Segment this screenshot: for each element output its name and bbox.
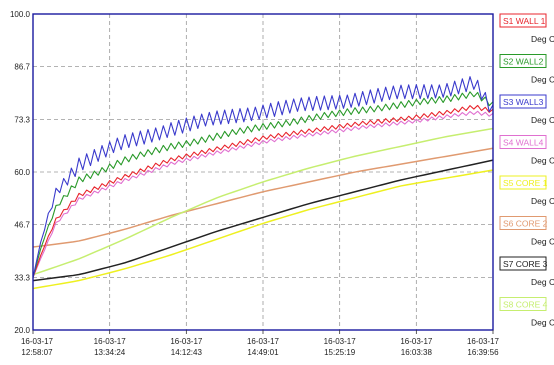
y-tick-label: 33.3 <box>14 273 30 282</box>
legend-unit: Deg C <box>531 196 554 206</box>
x-tick-time: 14:49:01 <box>247 348 279 357</box>
y-axis-ticks: 100.0 86.7 73.3 60.0 46.7 33.3 20.0 <box>10 10 31 335</box>
series-line-4 <box>32 110 494 278</box>
x-tick-date: 16-03-17 <box>324 337 357 346</box>
x-tick-date: 16-03-17 <box>467 337 500 346</box>
legend-box <box>499 54 547 68</box>
x-tick-date: 16-03-17 <box>400 337 433 346</box>
x-tick-date: 16-03-17 <box>247 337 280 346</box>
legend-box <box>499 216 547 230</box>
legend-label: S2 WALL2 <box>503 57 544 67</box>
series-line-3 <box>32 76 494 278</box>
legend-label: S7 CORE 3 <box>503 259 548 269</box>
legend-label: S5 CORE 1 <box>503 178 548 188</box>
x-tick-time: 14:12:43 <box>171 348 203 357</box>
x-tick-time: 16:39:56 <box>467 348 499 357</box>
legend-unit: Deg C <box>531 34 554 44</box>
series-line-6 <box>32 147 494 248</box>
legend-item: S8 CORE 4 Deg C <box>499 297 554 328</box>
legend-unit: Deg C <box>531 318 554 328</box>
legend-unit: Deg C <box>531 75 554 85</box>
x-tick-date: 16-03-17 <box>170 337 203 346</box>
series-line-1 <box>32 104 494 278</box>
legend-label: S3 WALL3 <box>503 97 544 107</box>
legend-item: S7 CORE 3 Deg C <box>499 256 554 287</box>
legend-label: S6 CORE 2 <box>503 219 548 229</box>
x-tick-date: 16-03-17 <box>94 337 127 346</box>
legend-item: S6 CORE 2 Deg C <box>499 216 554 247</box>
legend-item: S3 WALL3 Deg C <box>499 94 554 125</box>
legend-item: S4 WALL4 Deg C <box>499 135 554 166</box>
x-tick-time: 16:03:38 <box>401 348 433 357</box>
series-line-5 <box>32 169 494 290</box>
legend-box <box>499 256 547 271</box>
legend-label: S8 CORE 4 <box>503 300 548 310</box>
x-tick-time: 15:25:19 <box>324 348 356 357</box>
legend-unit: Deg C <box>531 115 554 125</box>
legend-item: S5 CORE 1 Deg C <box>499 175 554 206</box>
x-tick-time: 13:34:24 <box>94 348 126 357</box>
legend: S1 WALL 1 Deg C S2 WALL2 Deg C S3 WALL3 Deg C… <box>499 13 554 328</box>
legend-item: S1 WALL 1 Deg C <box>499 13 554 44</box>
y-tick-label: 60.0 <box>14 168 30 177</box>
y-tick-label: 46.7 <box>14 221 30 230</box>
series-line-7 <box>32 159 494 282</box>
legend-box <box>499 135 547 149</box>
series-line-8 <box>32 127 494 276</box>
y-tick-label: 86.7 <box>14 63 30 72</box>
legend-label: S4 WALL4 <box>503 138 544 148</box>
x-axis-ticks: 16-03-17 12:58:07 16-03-17 13:34:24 16-03-17… <box>21 330 500 357</box>
series-lines <box>32 76 494 290</box>
legend-unit: Deg C <box>531 277 554 287</box>
y-tick-label: 100.0 <box>10 10 31 19</box>
legend-box <box>499 13 547 28</box>
legend-item: S2 WALL2 Deg C <box>499 54 554 85</box>
series-line-2 <box>32 91 494 278</box>
legend-box <box>499 175 547 190</box>
legend-box <box>499 94 547 109</box>
y-tick-label: 73.3 <box>14 115 30 124</box>
legend-label: S1 WALL 1 <box>503 16 546 26</box>
legend-unit: Deg C <box>531 156 554 166</box>
x-tick-date: 16-03-17 <box>21 337 54 346</box>
legend-unit: Deg C <box>531 237 554 247</box>
grid <box>33 14 493 330</box>
x-tick-time: 12:58:07 <box>21 348 53 357</box>
legend-box <box>499 297 547 311</box>
y-tick-label: 20.0 <box>14 326 30 335</box>
